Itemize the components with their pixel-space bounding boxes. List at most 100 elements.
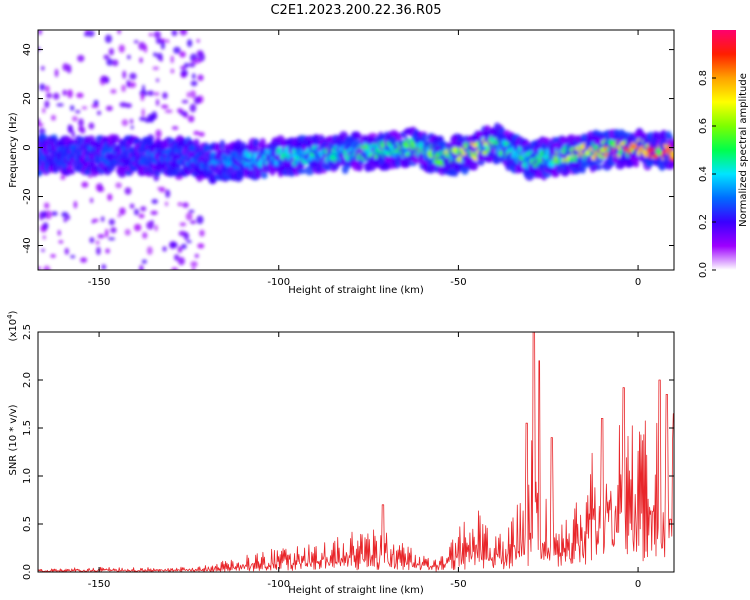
snr-plot-area <box>38 332 674 572</box>
spectrogram-noise-cell <box>58 240 64 244</box>
snr-y-tick-label: 2.5 <box>22 324 33 340</box>
spectrogram-noise-cell <box>189 90 197 99</box>
spectrogram-noise-cell <box>141 108 145 118</box>
spectrogram-noise-cell <box>41 248 45 252</box>
spectrogram-noise-cell <box>76 92 84 99</box>
spectrogram-noise-cell <box>97 234 105 239</box>
spectrogram-noise-cell <box>51 211 58 216</box>
spectrogram-noise-cell <box>70 254 76 259</box>
spectrogram-noise-cell <box>43 202 50 209</box>
spectrogram-noise-cell <box>134 208 139 216</box>
spectrogram-noise-cell <box>38 122 44 127</box>
spectrogram-noise-cell <box>153 31 161 39</box>
spectrogram-noise-cell <box>118 44 125 53</box>
spectrogram-cell <box>219 139 226 151</box>
spectrogram-noise-cell <box>117 30 121 35</box>
snr-y-tick-label: 1.5 <box>22 420 33 436</box>
spectrogram-cell <box>117 165 127 175</box>
spectrogram-x-tick-label: -100 <box>267 277 290 288</box>
spectrogram-noise-cell <box>177 108 184 114</box>
spectrogram-noise-cell <box>124 187 132 195</box>
spectrogram-cell <box>297 168 306 175</box>
spectrogram-noise-cell <box>63 217 68 223</box>
spectrogram-noise-cell <box>156 78 160 83</box>
spectrogram-noise-cell <box>60 175 66 180</box>
spectrogram-noise-cell <box>138 41 146 51</box>
spectrogram-noise-cell <box>170 68 174 74</box>
spectrogram-noise-cell <box>162 246 167 252</box>
snr-y-tick-label: 0.5 <box>22 516 33 532</box>
spectrogram-noise-cell <box>166 39 170 44</box>
spectrogram-cell <box>354 132 362 138</box>
spectrogram-noise-cell <box>106 58 114 66</box>
spectrogram-noise-cell <box>165 189 171 198</box>
spectrogram-noise-cell <box>117 213 121 218</box>
snr-panel: -150 -100 -50 0 0.0 0.5 1.0 1.5 2.0 2.5 Height o… <box>6 310 675 596</box>
spectrogram-cell <box>470 160 479 171</box>
colorbar-tick-label: 0.0 <box>698 262 709 278</box>
spectrogram-noise-cell <box>187 115 195 123</box>
spectrogram-noise-cell <box>64 247 69 255</box>
spectrogram-noise-cell <box>186 240 192 244</box>
spectrogram-cell <box>667 162 674 169</box>
spectrogram-noise-cell <box>66 64 72 74</box>
snr-y-label: SNR (10 * v/v) <box>8 404 19 475</box>
spectrogram-noise-cell <box>107 193 113 201</box>
spectrogram-noise-cell <box>121 119 129 127</box>
spectrogram-noise-cell <box>179 30 188 36</box>
spectrogram-noise-cell <box>146 90 155 96</box>
spectrogram-noise-cell <box>53 92 60 100</box>
spectrogram-noise-cell <box>50 114 56 121</box>
spectrogram-noise-cell <box>71 115 78 122</box>
spectrogram-noise-cell <box>103 54 110 60</box>
spectrogram-noise-cell <box>71 130 75 139</box>
spectrogram-noise-cell <box>38 128 46 135</box>
spectrogram-noise-cell <box>170 55 174 64</box>
spectrogram-noise-cell <box>164 109 173 113</box>
spectrogram-noise-cell <box>129 72 137 80</box>
spectrogram-noise-cell <box>160 40 165 50</box>
spectrogram-noise-cell <box>144 118 151 123</box>
spectrogram-noise-cell <box>110 89 117 94</box>
spectrogram-noise-cell <box>133 223 142 232</box>
spectrogram-cell <box>68 169 76 175</box>
snr-y-tick-label: 0.0 <box>22 564 33 580</box>
spectrogram-y-label: Frequency (Hz) <box>8 112 19 188</box>
spectrogram-noise-cell <box>171 30 178 37</box>
spectrogram-noise-cell <box>186 39 193 48</box>
spectrogram-noise-cell <box>42 235 46 240</box>
spectrogram-frame <box>37 29 675 271</box>
spectrogram-noise-cell <box>171 267 178 270</box>
snr-series-line <box>38 332 674 572</box>
spectrogram-noise-cell <box>196 50 204 57</box>
spectrogram-y-tick-label: 0 <box>22 144 33 150</box>
spectrogram-noise-cell <box>191 73 196 80</box>
spectrogram-noise-cell <box>155 98 160 107</box>
spectrogram-noise-cell <box>199 229 205 237</box>
spectrogram-x-label: Height of straight line (km) <box>288 285 424 296</box>
spectrogram-noise-cell <box>66 214 71 221</box>
colorbar-tick-label: 0.4 <box>698 166 709 182</box>
spectrogram-noise-cell <box>119 207 126 216</box>
snr-scale-label: (x104) <box>6 310 19 341</box>
spectrogram-x-tick-label: 0 <box>635 277 641 288</box>
spectrogram-noise-cell <box>96 110 102 116</box>
spectrogram-noise-cell <box>173 46 181 54</box>
snr-scale-exponent: 4 <box>6 314 14 319</box>
spectrogram-noise-cell <box>153 92 160 96</box>
spectrogram-noise-cell <box>38 266 42 270</box>
spectrogram-cell <box>260 171 268 179</box>
spectrogram-noise-cell <box>129 118 134 124</box>
spectrogram-y-axis: 40 20 0 -20 -40 <box>22 43 674 254</box>
spectrogram-noise-cell <box>171 126 179 130</box>
spectrogram-noise-cell <box>108 48 115 56</box>
spectrogram-noise-cell <box>42 107 46 114</box>
spectrogram-noise-cell <box>41 66 45 71</box>
colorbar-gradient <box>712 30 736 270</box>
spectrogram-noise-cell <box>101 264 107 270</box>
spectrogram-noise-cell <box>38 30 42 36</box>
spectrogram-noise-cell <box>43 265 51 270</box>
spectrogram-cell <box>367 132 378 138</box>
spectrogram-y-tick-label: 40 <box>22 43 33 56</box>
spectrogram-noise-cell <box>196 39 200 43</box>
